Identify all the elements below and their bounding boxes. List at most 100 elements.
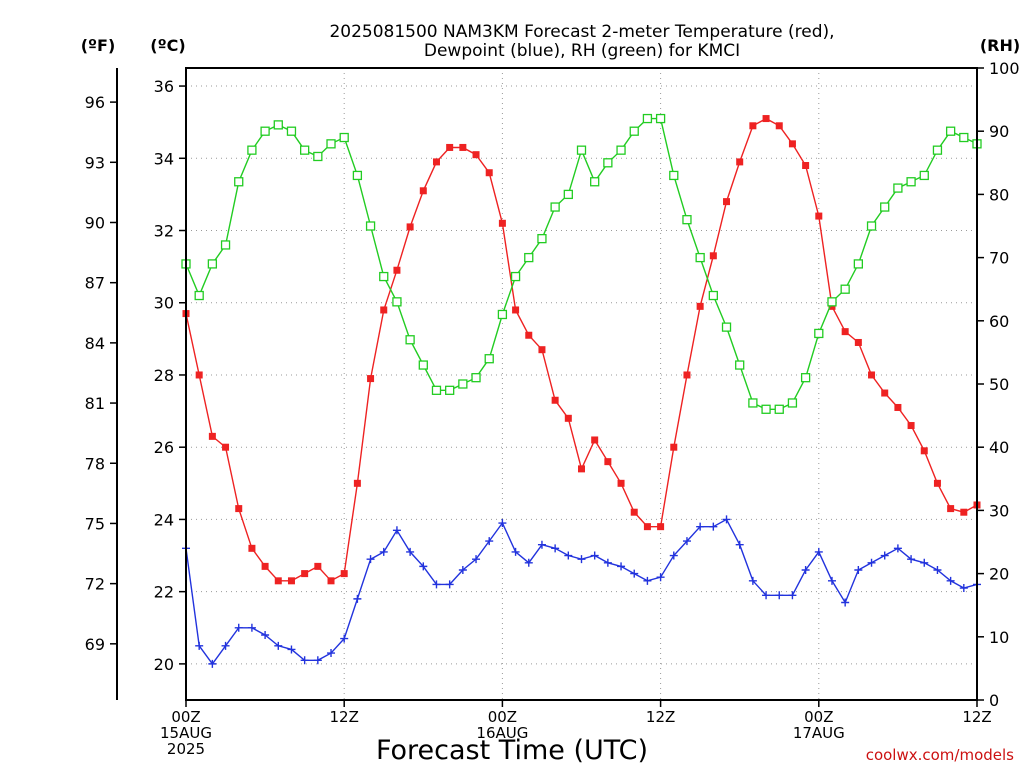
data-point bbox=[669, 170, 679, 181]
x-tick-label: 00Z bbox=[804, 708, 833, 726]
data-point bbox=[893, 183, 903, 193]
data-point bbox=[748, 576, 757, 585]
fahrenheit-tick-label: 72 bbox=[85, 575, 105, 594]
data-point bbox=[920, 447, 928, 455]
series-layer bbox=[181, 113, 982, 668]
series-rh bbox=[181, 113, 982, 414]
data-point bbox=[907, 555, 916, 564]
data-point bbox=[418, 360, 428, 370]
data-point bbox=[260, 126, 270, 136]
data-point bbox=[380, 306, 388, 314]
data-point bbox=[327, 577, 335, 585]
celsius-tick-label: 28 bbox=[154, 366, 174, 385]
data-point bbox=[604, 458, 612, 466]
data-point bbox=[392, 297, 402, 307]
data-point bbox=[537, 540, 546, 549]
data-point bbox=[458, 565, 467, 574]
data-point bbox=[894, 403, 902, 411]
fahrenheit-tick-label: 90 bbox=[85, 213, 105, 232]
data-point bbox=[379, 547, 388, 556]
data-point bbox=[643, 523, 651, 531]
data-point bbox=[301, 570, 309, 578]
chart-title-line2: Dewpoint (blue), RH (green) for KMCI bbox=[424, 41, 740, 61]
fahrenheit-tick-label: 75 bbox=[85, 514, 105, 533]
fahrenheit-tick-label: 81 bbox=[85, 394, 105, 413]
data-point bbox=[947, 505, 955, 513]
celsius-tick-label: 20 bbox=[154, 655, 174, 674]
data-point bbox=[788, 140, 796, 148]
data-point bbox=[775, 591, 784, 600]
data-point bbox=[629, 126, 639, 136]
data-point bbox=[299, 145, 310, 155]
data-point bbox=[459, 143, 467, 151]
series-2-meter-temperature bbox=[182, 115, 981, 585]
data-point bbox=[919, 170, 929, 181]
data-point bbox=[578, 465, 585, 473]
data-point bbox=[247, 623, 256, 632]
data-point bbox=[815, 212, 823, 220]
data-point bbox=[655, 113, 666, 124]
data-point bbox=[340, 570, 348, 578]
data-point bbox=[525, 331, 533, 339]
data-point bbox=[696, 522, 705, 531]
x-tick-label: 17AUG bbox=[793, 724, 845, 742]
data-point bbox=[510, 271, 521, 282]
footer-credit: coolwx.com/models bbox=[866, 746, 1014, 764]
data-point bbox=[721, 322, 732, 332]
data-point bbox=[222, 443, 230, 451]
rh-tick-label: 60 bbox=[989, 312, 1009, 331]
data-point bbox=[959, 132, 969, 143]
data-point bbox=[524, 558, 533, 567]
data-point bbox=[696, 302, 704, 310]
data-point bbox=[933, 479, 941, 487]
data-point bbox=[445, 580, 454, 589]
data-point bbox=[485, 537, 494, 546]
data-point bbox=[208, 432, 216, 440]
data-point bbox=[498, 219, 506, 227]
data-point bbox=[682, 215, 692, 225]
data-point bbox=[419, 562, 428, 571]
data-point bbox=[287, 645, 296, 654]
data-point bbox=[512, 306, 520, 314]
data-point bbox=[366, 555, 375, 564]
data-point bbox=[893, 544, 902, 553]
data-point bbox=[446, 143, 454, 151]
data-point bbox=[656, 573, 665, 582]
data-point bbox=[498, 519, 507, 528]
data-point bbox=[775, 122, 783, 130]
x-tick-label: 2025 bbox=[167, 740, 205, 758]
data-point bbox=[788, 591, 797, 600]
data-point bbox=[590, 177, 600, 187]
data-point bbox=[959, 584, 968, 593]
data-point bbox=[339, 132, 349, 143]
data-point bbox=[932, 145, 943, 155]
rh-tick-label: 20 bbox=[989, 565, 1009, 584]
data-point bbox=[617, 479, 625, 487]
data-point bbox=[235, 505, 243, 513]
data-point bbox=[261, 630, 270, 639]
plot-frame bbox=[185, 67, 978, 701]
data-point bbox=[709, 522, 718, 531]
data-point bbox=[695, 252, 705, 263]
data-point bbox=[208, 659, 217, 668]
grid bbox=[185, 68, 978, 700]
data-point bbox=[365, 221, 376, 231]
data-point bbox=[616, 145, 626, 155]
data-point bbox=[841, 598, 850, 607]
rh-tick-label: 80 bbox=[989, 185, 1009, 204]
data-point bbox=[960, 508, 968, 516]
data-point bbox=[867, 558, 876, 567]
celsius-tick-label: 26 bbox=[154, 438, 174, 457]
data-point bbox=[340, 634, 349, 643]
data-point bbox=[669, 551, 678, 560]
data-point bbox=[762, 115, 770, 123]
x-tick-label: 12Z bbox=[330, 708, 359, 726]
data-point bbox=[511, 547, 520, 556]
data-point bbox=[537, 233, 547, 244]
data-point bbox=[405, 335, 415, 345]
data-point bbox=[657, 523, 665, 531]
data-point bbox=[576, 145, 587, 155]
data-point bbox=[392, 526, 401, 535]
data-point bbox=[327, 649, 336, 658]
x-tick-label: 00Z bbox=[171, 708, 200, 726]
